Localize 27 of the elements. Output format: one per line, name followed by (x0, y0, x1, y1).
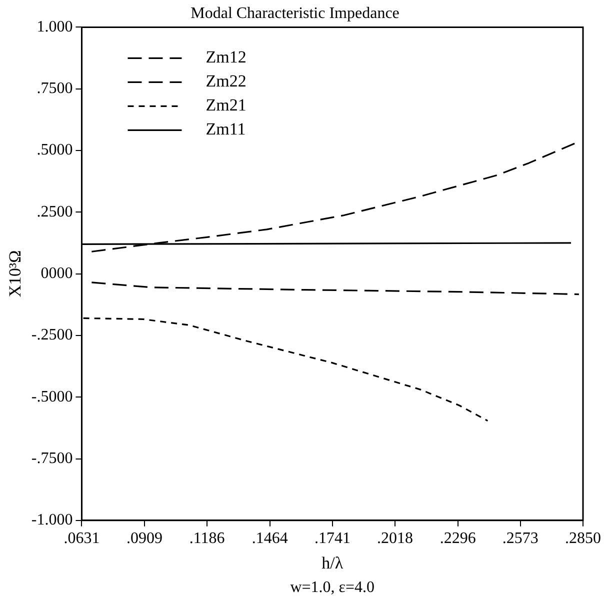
x-tick-label: .2018 (377, 530, 414, 548)
legend-label: Zm12 (206, 48, 246, 67)
y-tick-label: .7500 (36, 80, 73, 98)
x-tick-label: .1741 (314, 530, 350, 548)
y-tick-label: -.5000 (31, 388, 73, 406)
x-axis-title: h/λ (322, 553, 344, 572)
legend-label: Zm11 (206, 120, 246, 139)
legend-label: Zm22 (206, 72, 246, 91)
y-axis-title: X10³Ω (6, 250, 25, 298)
legend-label: Zm21 (206, 96, 246, 115)
chart-title: Modal Characteristic Impedance (190, 4, 400, 22)
y-tick-label: -.7500 (31, 450, 73, 467)
y-tick-label: .2500 (36, 203, 73, 220)
y-tick-label: -1.000 (31, 512, 73, 529)
y-tick-label: 1.000 (36, 18, 73, 36)
x-tick-label: .1464 (252, 530, 288, 548)
y-tick-label: .5000 (36, 142, 73, 159)
line-series (90, 282, 580, 296)
x-tick-label: .2573 (502, 530, 538, 548)
text: w=1.0, ε=4.0 (290, 579, 375, 596)
y-tick-label: 0000 (40, 265, 73, 282)
x-tick-label: .0909 (126, 530, 163, 548)
x-tick-label: .0631 (64, 530, 100, 548)
x-tick-label: .2850 (565, 530, 601, 548)
y-tick-label: -.2500 (31, 326, 73, 344)
x-tick-label: .2296 (440, 530, 476, 548)
x-tick-label: .1186 (189, 530, 225, 548)
